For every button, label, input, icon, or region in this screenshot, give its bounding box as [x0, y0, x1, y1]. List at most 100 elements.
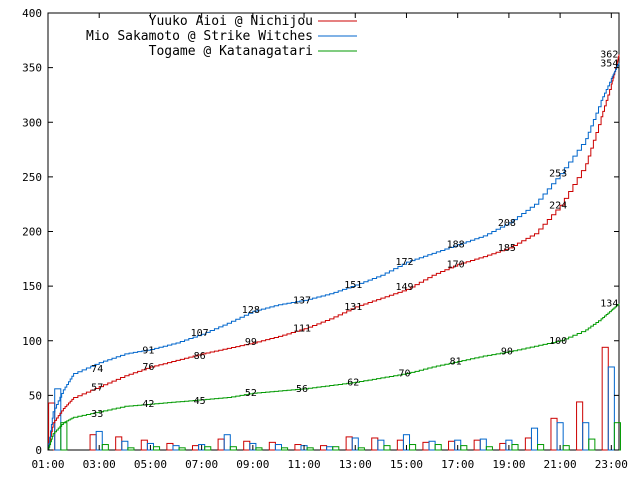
bar-s1-h0	[54, 388, 62, 451]
data-label-s0-0: 57	[91, 383, 103, 394]
bar-s0-h18	[499, 442, 507, 451]
series-line-1	[48, 63, 620, 451]
y-tick-label-0: 0	[35, 444, 42, 457]
data-label-s1-3: 128	[242, 305, 260, 316]
data-label-s1-1: 91	[142, 346, 154, 357]
data-label-s1-2: 107	[191, 328, 209, 339]
legend: Yuuko Aioi @ Nichijou Mio Sakamoto @ Str…	[86, 14, 357, 59]
x-tick-label-11: 23:00	[595, 458, 628, 471]
data-label-s0-4: 111	[293, 324, 311, 335]
data-label-s0-6: 149	[395, 282, 413, 293]
bar-s1-h22	[607, 366, 615, 451]
bar-s0-h7	[217, 438, 225, 451]
bar-s0-h4	[140, 439, 148, 451]
data-label-s2-3: 52	[245, 388, 257, 399]
data-label-s2-5: 62	[347, 377, 359, 388]
bar-s1-h15	[428, 440, 436, 451]
bar-s2-h5	[178, 447, 186, 451]
bar-s1-h21	[582, 422, 590, 451]
bar-s0-h21	[576, 401, 584, 451]
y-tick-label-3: 150	[22, 280, 42, 293]
data-label-s2-9: 100	[549, 336, 567, 347]
bar-s2-h17	[485, 446, 493, 451]
x-tick-label-10: 21:00	[544, 458, 577, 471]
data-label-s0-5: 131	[344, 302, 362, 313]
bar-s0-h12	[345, 436, 353, 451]
y-tick-label-2: 100	[22, 335, 42, 348]
bar-s1-h9	[274, 444, 282, 451]
bar-s0-h14	[396, 439, 404, 451]
bar-s1-h11	[326, 446, 334, 451]
data-label-s0-1: 76	[142, 362, 154, 373]
y-tick-label-5: 250	[22, 171, 42, 184]
y-tick-label-7: 350	[22, 62, 42, 75]
bar-s2-h3	[127, 447, 135, 451]
bar-s2-h8	[255, 447, 263, 451]
bar-s0-h20	[550, 417, 558, 451]
bar-s0-h10	[294, 444, 302, 451]
plot-frame	[47, 12, 620, 451]
bar-s2-h2	[101, 444, 109, 451]
x-tick-label-0: 01:00	[31, 458, 64, 471]
x-tick-label-2: 05:00	[134, 458, 167, 471]
hourly-bars	[48, 346, 621, 451]
data-label-s2-0: 33	[91, 409, 103, 420]
bar-s2-h13	[383, 445, 391, 451]
y-tick-label-4: 200	[22, 226, 42, 239]
x-tick-label-9: 19:00	[492, 458, 525, 471]
data-label-s2-4: 56	[296, 384, 308, 395]
data-label-s2-8: 90	[501, 347, 513, 358]
bar-s2-h10	[306, 447, 314, 451]
cumulative-lines	[48, 54, 620, 451]
bar-s2-h4	[152, 446, 161, 451]
bar-s0-h2	[89, 434, 97, 451]
y-tick-label-8: 400	[22, 7, 42, 20]
bar-s2-h7	[229, 446, 237, 451]
data-label-s2-2: 45	[194, 396, 206, 407]
bar-s0-h3	[115, 436, 123, 451]
x-tick-label-7: 15:00	[390, 458, 423, 471]
bar-s0-h22	[601, 346, 609, 451]
bar-s0-h13	[371, 437, 379, 451]
data-label-s1-6: 172	[395, 257, 413, 268]
data-label-s1-10: 354	[600, 58, 618, 69]
y-tick-label-1: 50	[29, 389, 42, 402]
axes: 0 50 100 150 200 250 300 350 400 01:00 03:00 05:00 0…	[22, 7, 628, 471]
bar-s0-h11	[320, 445, 328, 451]
bar-s0-h15	[422, 441, 430, 451]
x-tick-label-3: 07:00	[185, 458, 218, 471]
bar-s2-h15	[434, 444, 442, 451]
legend-label-2: Togame @ Katanagatari	[149, 44, 313, 59]
bar-s0-h19	[524, 437, 532, 451]
bar-s2-h16	[460, 445, 468, 451]
data-label-s1-7: 188	[447, 240, 465, 251]
x-tick-label-1: 03:00	[83, 458, 116, 471]
bar-s2-h12	[357, 447, 365, 451]
series-line-0	[48, 54, 620, 451]
data-label-s0-8: 185	[498, 243, 516, 254]
bar-s0-h17	[473, 439, 481, 451]
bar-s0-h8	[243, 440, 251, 451]
data-label-s2-1: 42	[142, 399, 154, 410]
data-label-s1-8: 208	[498, 218, 516, 229]
bar-s2-h19	[537, 444, 545, 451]
bar-s0-h9	[268, 441, 276, 451]
bar-s2-h18	[511, 444, 519, 451]
legend-label-0: Yuuko Aioi @ Nichijou	[149, 14, 313, 29]
bar-s1-h13	[377, 439, 385, 451]
data-label-s1-9: 253	[549, 169, 567, 180]
bar-s1-h19	[530, 427, 539, 451]
series-line-2	[48, 303, 620, 451]
data-label-s0-10: 362	[600, 50, 618, 61]
bar-s0-h16	[448, 440, 456, 451]
data-label-s0-7: 170	[447, 259, 465, 270]
bar-s2-h6	[204, 446, 212, 451]
data-label-s0-9: 224	[549, 200, 567, 211]
x-tick-label-5: 11:00	[287, 458, 320, 471]
data-labels: 57 76 86 99 111 131 149 170 185 224 362 74 91 107 128 1…	[91, 50, 618, 420]
data-label-s0-3: 99	[245, 337, 257, 348]
data-label-s0-2: 86	[194, 351, 206, 362]
bar-s1-h7	[223, 434, 231, 451]
bar-s1-h17	[479, 438, 487, 451]
